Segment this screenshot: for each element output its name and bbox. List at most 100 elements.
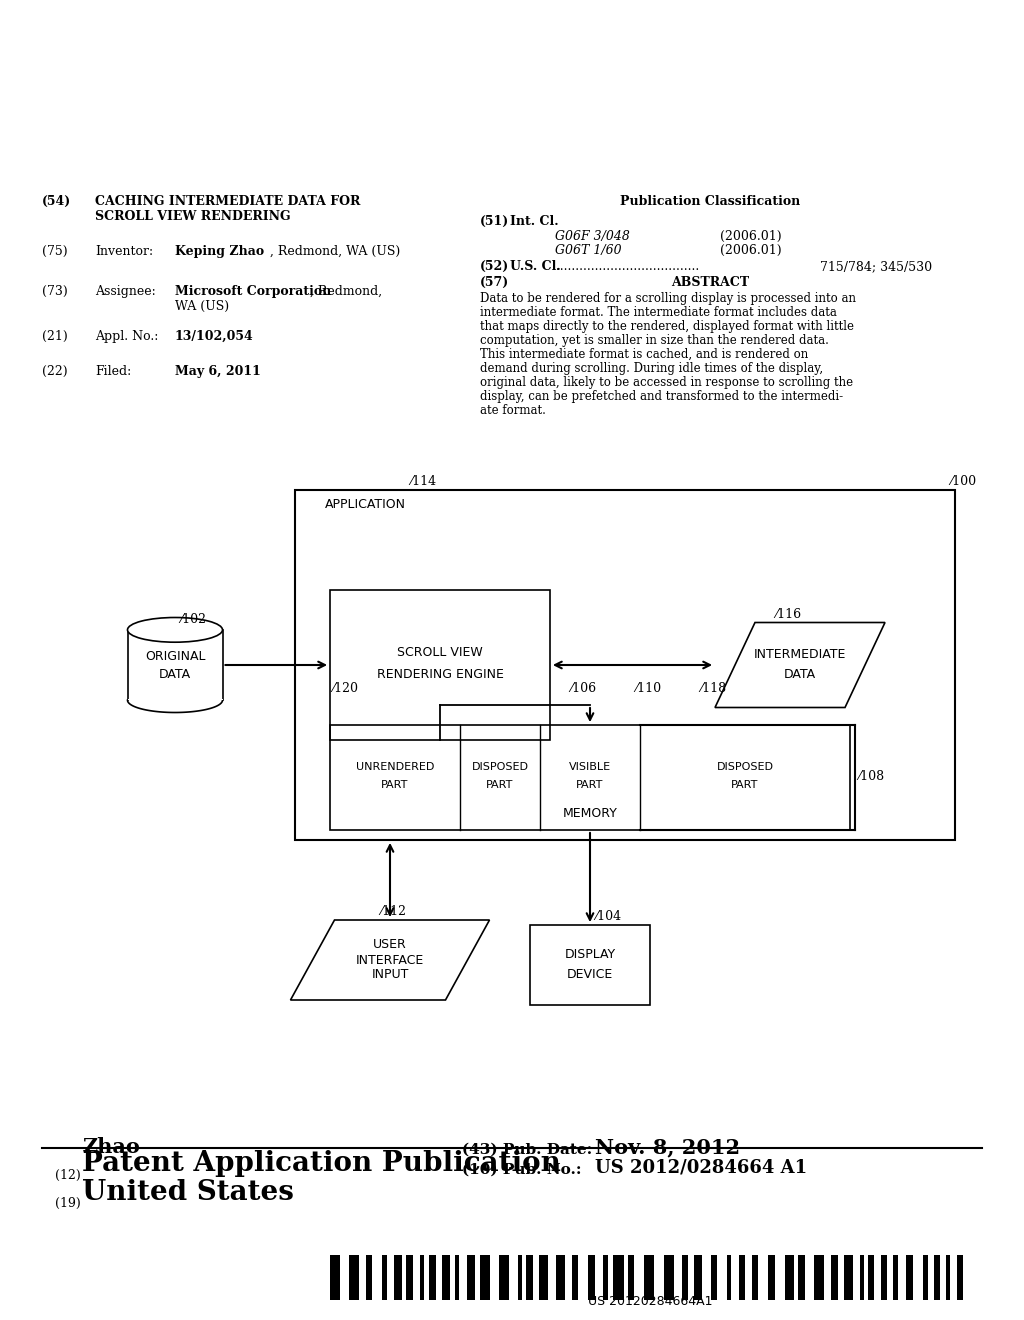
Bar <box>945 1255 950 1300</box>
Bar <box>664 1255 674 1300</box>
Text: DATA: DATA <box>159 668 191 681</box>
Bar <box>727 1255 731 1300</box>
Text: ⁄102: ⁄102 <box>180 612 206 626</box>
Text: ⁄114: ⁄114 <box>410 475 436 488</box>
Text: intermediate format. The intermediate format includes data: intermediate format. The intermediate fo… <box>480 306 837 319</box>
Ellipse shape <box>128 618 222 643</box>
Text: ⁄100: ⁄100 <box>950 475 976 488</box>
Text: G06F 3/048: G06F 3/048 <box>555 230 630 243</box>
Bar <box>366 1255 372 1300</box>
Bar <box>882 1255 887 1300</box>
Text: ORIGINAL: ORIGINAL <box>144 651 205 664</box>
Bar <box>923 1255 929 1300</box>
Text: 715/784; 345/530: 715/784; 345/530 <box>820 260 932 273</box>
Bar <box>588 1255 595 1300</box>
Text: (2006.01): (2006.01) <box>720 230 781 243</box>
Text: DISPOSED: DISPOSED <box>471 763 528 772</box>
Text: This intermediate format is cached, and is rendered on: This intermediate format is cached, and … <box>480 348 808 360</box>
Text: USER: USER <box>373 939 407 952</box>
Bar <box>429 1255 436 1300</box>
Bar <box>441 1255 451 1300</box>
Text: ⁄118: ⁄118 <box>700 682 726 696</box>
Text: RENDERING ENGINE: RENDERING ENGINE <box>377 668 504 681</box>
Bar <box>682 1255 688 1300</box>
Bar <box>753 1255 758 1300</box>
Text: DISPOSED: DISPOSED <box>717 763 773 772</box>
Bar <box>860 1255 864 1300</box>
Bar <box>382 1255 387 1300</box>
Text: PART: PART <box>381 780 409 791</box>
Text: Filed:: Filed: <box>95 366 131 378</box>
Text: APPLICATION: APPLICATION <box>325 498 406 511</box>
Text: DISPLAY: DISPLAY <box>564 949 615 961</box>
Text: US 20120284664A1: US 20120284664A1 <box>588 1295 713 1308</box>
Text: (10) Pub. No.:: (10) Pub. No.: <box>462 1163 582 1177</box>
Bar <box>539 1255 548 1300</box>
Bar <box>868 1255 874 1300</box>
Text: (54): (54) <box>42 195 72 209</box>
Bar <box>693 1255 702 1300</box>
Text: Assignee:: Assignee: <box>95 285 156 298</box>
Text: original data, likely to be accessed in response to scrolling the: original data, likely to be accessed in … <box>480 376 853 389</box>
Text: ABSTRACT: ABSTRACT <box>671 276 750 289</box>
Text: INTERFACE: INTERFACE <box>356 953 424 966</box>
Bar <box>295 490 955 840</box>
Text: MEMORY: MEMORY <box>562 807 617 820</box>
Bar <box>711 1255 717 1300</box>
Bar <box>844 1255 853 1300</box>
Text: display, can be prefetched and transformed to the intermedi-: display, can be prefetched and transform… <box>480 389 843 403</box>
Text: INPUT: INPUT <box>372 969 409 982</box>
Text: ⁄112: ⁄112 <box>380 906 406 917</box>
Bar <box>406 1255 413 1300</box>
Text: PART: PART <box>731 780 759 791</box>
Text: (2006.01): (2006.01) <box>720 244 781 257</box>
Bar <box>798 1255 805 1300</box>
Text: ⁄116: ⁄116 <box>775 607 801 620</box>
Text: (57): (57) <box>480 276 509 289</box>
Text: Zhao: Zhao <box>82 1137 140 1158</box>
Bar <box>517 1255 522 1300</box>
Text: ⁄110: ⁄110 <box>635 682 662 696</box>
Text: Keping Zhao: Keping Zhao <box>175 246 264 257</box>
Bar <box>467 1255 474 1300</box>
Text: (75): (75) <box>42 246 68 257</box>
Bar <box>455 1255 459 1300</box>
Text: CACHING INTERMEDIATE DATA FOR: CACHING INTERMEDIATE DATA FOR <box>95 195 360 209</box>
Text: UNRENDERED: UNRENDERED <box>355 763 434 772</box>
Text: SCROLL VIEW: SCROLL VIEW <box>397 647 483 660</box>
Text: INTERMEDIATE: INTERMEDIATE <box>754 648 846 661</box>
Text: DATA: DATA <box>784 668 816 681</box>
Text: (73): (73) <box>42 285 68 298</box>
Text: Microsoft Corporation: Microsoft Corporation <box>175 285 331 298</box>
Text: ⁄120: ⁄120 <box>332 682 358 696</box>
Bar <box>330 1255 340 1300</box>
Text: U.S. Cl.: U.S. Cl. <box>510 260 561 273</box>
Bar <box>394 1255 401 1300</box>
Text: G06T 1/60: G06T 1/60 <box>555 244 622 257</box>
Bar <box>814 1255 824 1300</box>
Bar <box>957 1255 963 1300</box>
Bar <box>348 1255 358 1300</box>
Bar <box>768 1255 775 1300</box>
Text: (21): (21) <box>42 330 68 343</box>
Bar <box>785 1255 794 1300</box>
Bar <box>420 1255 425 1300</box>
Text: Int. Cl.: Int. Cl. <box>510 215 559 228</box>
Polygon shape <box>715 623 885 708</box>
Text: Patent Application Publication: Patent Application Publication <box>82 1150 561 1177</box>
Text: (22): (22) <box>42 366 68 378</box>
Bar <box>526 1255 534 1300</box>
Bar <box>530 925 650 1005</box>
Bar <box>905 1255 912 1300</box>
Text: (52): (52) <box>480 260 509 273</box>
Text: WA (US): WA (US) <box>175 300 229 313</box>
Text: ......................................: ...................................... <box>548 260 699 273</box>
Text: , Redmond,: , Redmond, <box>310 285 382 298</box>
Text: (12): (12) <box>55 1170 81 1181</box>
Text: Inventor:: Inventor: <box>95 246 154 257</box>
Text: United States: United States <box>82 1179 294 1206</box>
Text: computation, yet is smaller in size than the rendered data.: computation, yet is smaller in size than… <box>480 334 828 347</box>
Text: PART: PART <box>486 780 514 791</box>
Bar <box>739 1255 745 1300</box>
Text: VISIBLE: VISIBLE <box>569 763 611 772</box>
